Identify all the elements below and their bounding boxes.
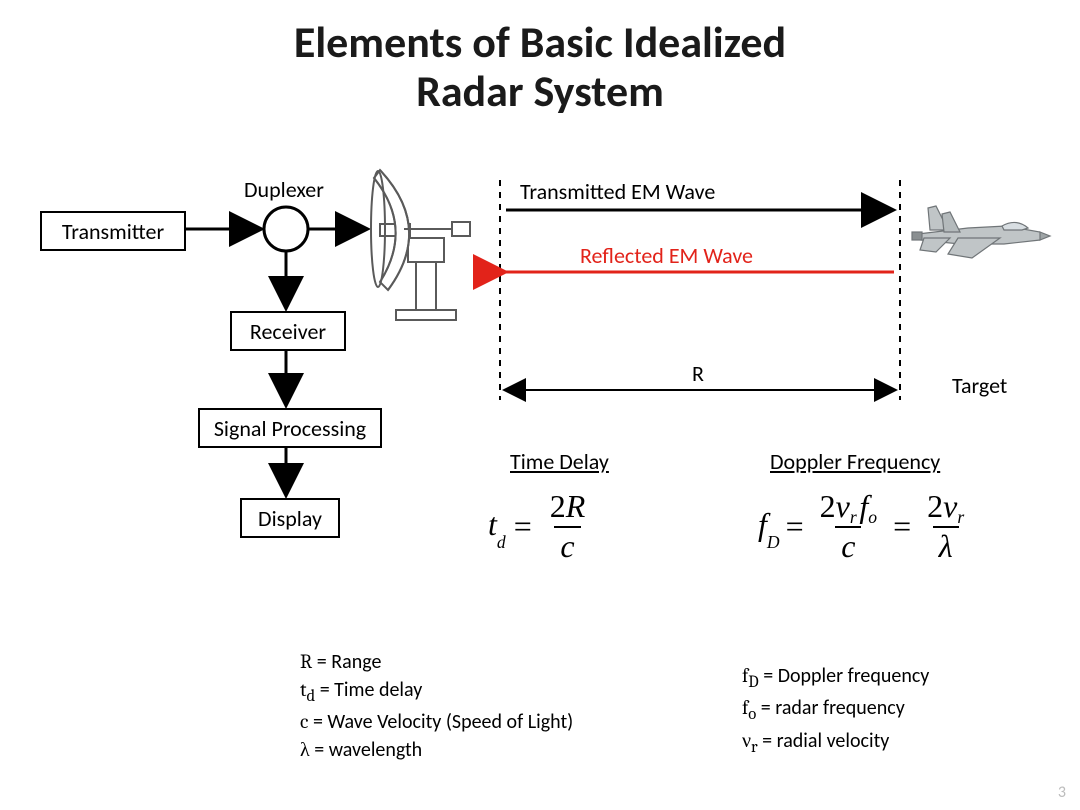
duplexer-node (264, 207, 308, 251)
equation-time-delay: td = 2R c (488, 490, 595, 563)
display-label: Display (258, 505, 322, 532)
legend-left-2: c = Wave Velocity (Speed of Light) (300, 708, 573, 736)
legend-right-2: νr = radial velocity (742, 727, 929, 759)
signal-processing-box: Signal Processing (198, 408, 382, 448)
duplexer-label: Duplexer (244, 176, 324, 203)
receiver-label: Receiver (250, 318, 326, 345)
doppler-heading: Doppler Frequency (770, 448, 940, 475)
legend-left-3: λ = wavelength (300, 736, 573, 764)
receiver-box: Receiver (230, 311, 346, 351)
legend-left: R = Range td = Time delay c = Wave Veloc… (300, 648, 573, 764)
transmitted-label: Transmitted EM Wave (520, 178, 715, 205)
legend-left-1: td = Time delay (300, 676, 573, 708)
legend-right-1: fo = radar frequency (742, 694, 929, 726)
legend-left-0: R = Range (300, 648, 573, 676)
transmitter-label: Transmitter (62, 218, 164, 245)
time-delay-heading: Time Delay (510, 448, 609, 475)
range-label: R (692, 360, 704, 387)
transmitter-box: Transmitter (40, 211, 186, 251)
page-number: 3 (1058, 783, 1066, 802)
equation-doppler: fD = 2vr fo c = 2vr λ (758, 490, 974, 563)
aircraft-icon (912, 206, 1050, 258)
legend-right-0: fD = Doppler frequency (742, 662, 929, 694)
signal-processing-label: Signal Processing (214, 415, 366, 442)
target-label: Target (952, 372, 1007, 399)
reflected-label: Reflected EM Wave (580, 242, 753, 269)
antenna-icon (371, 170, 470, 320)
display-box: Display (240, 498, 340, 538)
legend-right: fD = Doppler frequency fo = radar freque… (742, 662, 929, 759)
